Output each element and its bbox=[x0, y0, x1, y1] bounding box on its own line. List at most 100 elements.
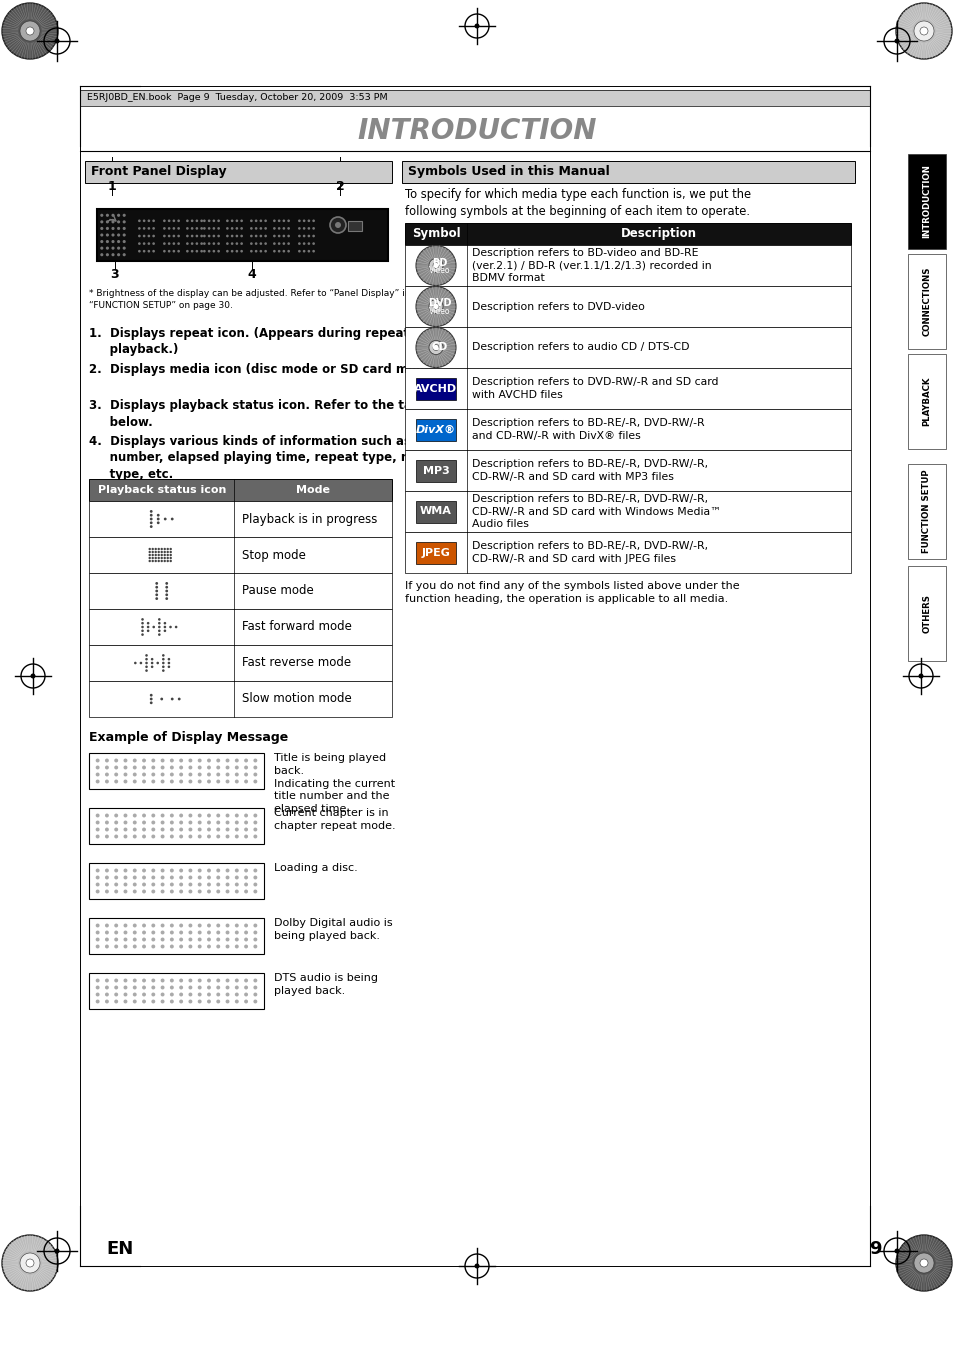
Circle shape bbox=[141, 626, 144, 628]
Circle shape bbox=[114, 993, 118, 997]
Bar bbox=[97, 209, 388, 261]
Circle shape bbox=[20, 1252, 40, 1273]
Circle shape bbox=[123, 247, 126, 250]
Circle shape bbox=[162, 662, 165, 665]
Circle shape bbox=[216, 773, 220, 777]
Circle shape bbox=[142, 758, 146, 762]
Circle shape bbox=[234, 813, 238, 817]
Circle shape bbox=[100, 227, 103, 230]
Circle shape bbox=[189, 875, 193, 880]
Circle shape bbox=[189, 820, 193, 824]
Text: OTHERS: OTHERS bbox=[922, 594, 930, 634]
Circle shape bbox=[264, 250, 267, 253]
Circle shape bbox=[158, 634, 160, 636]
Circle shape bbox=[235, 219, 238, 222]
Circle shape bbox=[123, 213, 126, 218]
Circle shape bbox=[112, 227, 114, 230]
Circle shape bbox=[207, 882, 211, 886]
Circle shape bbox=[114, 944, 118, 948]
Circle shape bbox=[2, 3, 58, 59]
Text: Slow motion mode: Slow motion mode bbox=[242, 693, 352, 705]
Circle shape bbox=[114, 931, 118, 935]
Circle shape bbox=[160, 835, 164, 839]
Circle shape bbox=[95, 938, 99, 942]
Circle shape bbox=[142, 882, 146, 886]
Circle shape bbox=[197, 828, 201, 831]
Circle shape bbox=[234, 924, 238, 927]
Circle shape bbox=[160, 889, 164, 893]
Circle shape bbox=[132, 1000, 136, 1004]
Bar bbox=[405, 245, 850, 286]
Text: PLAYBACK: PLAYBACK bbox=[922, 377, 930, 427]
Circle shape bbox=[155, 597, 158, 600]
Circle shape bbox=[170, 944, 173, 948]
Circle shape bbox=[152, 242, 154, 245]
Circle shape bbox=[264, 219, 267, 222]
Circle shape bbox=[216, 875, 220, 880]
Circle shape bbox=[142, 889, 146, 893]
Circle shape bbox=[186, 219, 189, 222]
Circle shape bbox=[189, 828, 193, 831]
Circle shape bbox=[189, 944, 193, 948]
Circle shape bbox=[150, 509, 152, 513]
Circle shape bbox=[148, 250, 150, 253]
Circle shape bbox=[234, 780, 238, 784]
Circle shape bbox=[225, 924, 230, 927]
Circle shape bbox=[117, 234, 120, 236]
Circle shape bbox=[170, 882, 173, 886]
Circle shape bbox=[164, 517, 167, 520]
Circle shape bbox=[117, 220, 120, 223]
Circle shape bbox=[253, 758, 257, 762]
Circle shape bbox=[207, 773, 211, 777]
Circle shape bbox=[234, 1000, 238, 1004]
Circle shape bbox=[145, 658, 148, 661]
Circle shape bbox=[273, 219, 275, 222]
Circle shape bbox=[164, 621, 166, 624]
Circle shape bbox=[189, 766, 193, 770]
Circle shape bbox=[95, 813, 99, 817]
Circle shape bbox=[197, 985, 201, 989]
Text: Current chapter is in
chapter repeat mode.: Current chapter is in chapter repeat mod… bbox=[274, 808, 395, 831]
Circle shape bbox=[216, 766, 220, 770]
Circle shape bbox=[197, 882, 201, 886]
Circle shape bbox=[105, 813, 109, 817]
Text: Loading a disc.: Loading a disc. bbox=[274, 863, 357, 873]
Circle shape bbox=[123, 253, 126, 257]
Circle shape bbox=[123, 869, 128, 873]
Circle shape bbox=[191, 219, 193, 222]
Text: Example of Display Message: Example of Display Message bbox=[89, 731, 288, 744]
Circle shape bbox=[416, 286, 456, 327]
Circle shape bbox=[170, 931, 173, 935]
Circle shape bbox=[167, 554, 169, 557]
Circle shape bbox=[287, 227, 290, 230]
Circle shape bbox=[177, 250, 180, 253]
Text: Front Panel Display: Front Panel Display bbox=[91, 166, 227, 178]
Circle shape bbox=[297, 242, 300, 245]
Circle shape bbox=[158, 619, 160, 620]
Circle shape bbox=[186, 242, 189, 245]
Circle shape bbox=[152, 828, 155, 831]
Circle shape bbox=[95, 882, 99, 886]
Circle shape bbox=[152, 1000, 155, 1004]
Circle shape bbox=[225, 766, 230, 770]
Circle shape bbox=[165, 589, 168, 592]
Circle shape bbox=[231, 227, 233, 230]
Circle shape bbox=[163, 227, 166, 230]
Circle shape bbox=[429, 258, 442, 273]
Circle shape bbox=[297, 235, 300, 238]
Circle shape bbox=[213, 242, 215, 245]
Circle shape bbox=[162, 658, 165, 661]
Circle shape bbox=[152, 978, 155, 982]
Circle shape bbox=[234, 938, 238, 942]
Circle shape bbox=[200, 219, 203, 222]
Text: 1.  Displays repeat icon. (Appears during repeat
     playback.): 1. Displays repeat icon. (Appears during… bbox=[89, 327, 409, 357]
Circle shape bbox=[195, 242, 198, 245]
Circle shape bbox=[139, 662, 142, 665]
Circle shape bbox=[273, 227, 275, 230]
Circle shape bbox=[105, 882, 109, 886]
Circle shape bbox=[95, 835, 99, 839]
Circle shape bbox=[895, 1235, 951, 1292]
Circle shape bbox=[117, 227, 120, 230]
Circle shape bbox=[207, 978, 211, 982]
Circle shape bbox=[234, 978, 238, 982]
